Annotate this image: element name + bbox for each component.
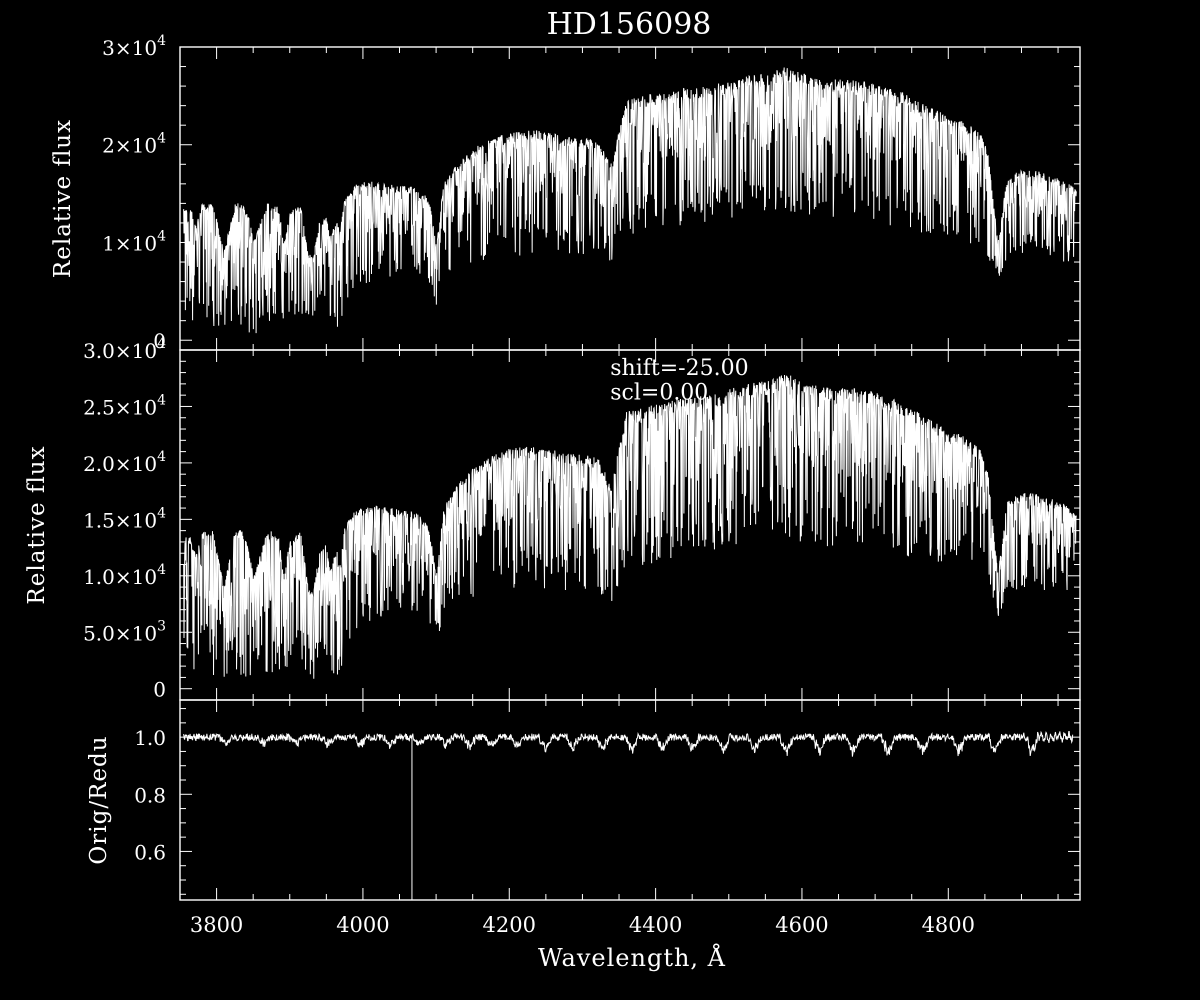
panel-middle-series: [183, 375, 1077, 679]
y-tick-label: 2.0×104: [83, 449, 166, 476]
y-tick-label: 3×104: [102, 33, 166, 60]
y-tick-label: 0: [153, 329, 166, 353]
x-tick-label: 4200: [483, 913, 536, 937]
x-tick-label: 4800: [922, 913, 975, 937]
x-tick-label: 4400: [629, 913, 682, 937]
panel-ratio: 0.6 0.8 1.0 Orig/Redu: [86, 699, 1081, 901]
y-tick-label: 0: [153, 678, 166, 702]
y-tick-label: 1.5×104: [83, 505, 166, 532]
panel-ratio-series: [183, 730, 1074, 900]
y-tick-label: 0.8: [134, 783, 166, 807]
y-tick-label: 1.0: [134, 726, 166, 750]
panel-annotation: scl=0.00: [610, 381, 708, 406]
panels-layer: 0 1×104 2×104 3×104 Relative flux 0 5.0×103 1.0…: [24, 33, 1081, 937]
x-tick-label: 4600: [775, 913, 828, 937]
panel-ratio-curve: [183, 730, 1074, 757]
panel-top-y-axis-label: Relative flux: [50, 119, 76, 278]
y-tick-label: 2×104: [102, 131, 166, 158]
y-tick-label: 3.0×104: [83, 336, 166, 363]
y-tick-label: 2.5×104: [83, 392, 166, 419]
y-tick-label: 0.6: [134, 840, 166, 864]
y-tick-label: 1.0×104: [83, 562, 166, 589]
panel-top-series: [183, 67, 1077, 334]
y-tick-label: 5.0×103: [83, 618, 166, 645]
panel-middle-spectrum: [183, 375, 1077, 679]
y-tick-label: 1×104: [102, 228, 166, 255]
panel-ratio-frame: [179, 699, 1081, 901]
x-axis-label: Wavelength, Å: [538, 943, 726, 972]
panel-top-spectrum: [183, 67, 1077, 334]
panel-middle: 0 5.0×103 1.0×104 1.5×104 2.0×104 2.5×104 3.0×…: [24, 336, 1081, 702]
x-tick-label: 4000: [336, 913, 389, 937]
panel-annotation: shift=-25.00: [610, 356, 748, 381]
x-tick-label: 3800: [190, 913, 243, 937]
chart-title: HD156098: [547, 7, 712, 42]
panel-ratio-y-axis-label: Orig/Redu: [86, 735, 112, 864]
panel-middle-y-axis-label: Relative flux: [24, 445, 50, 604]
